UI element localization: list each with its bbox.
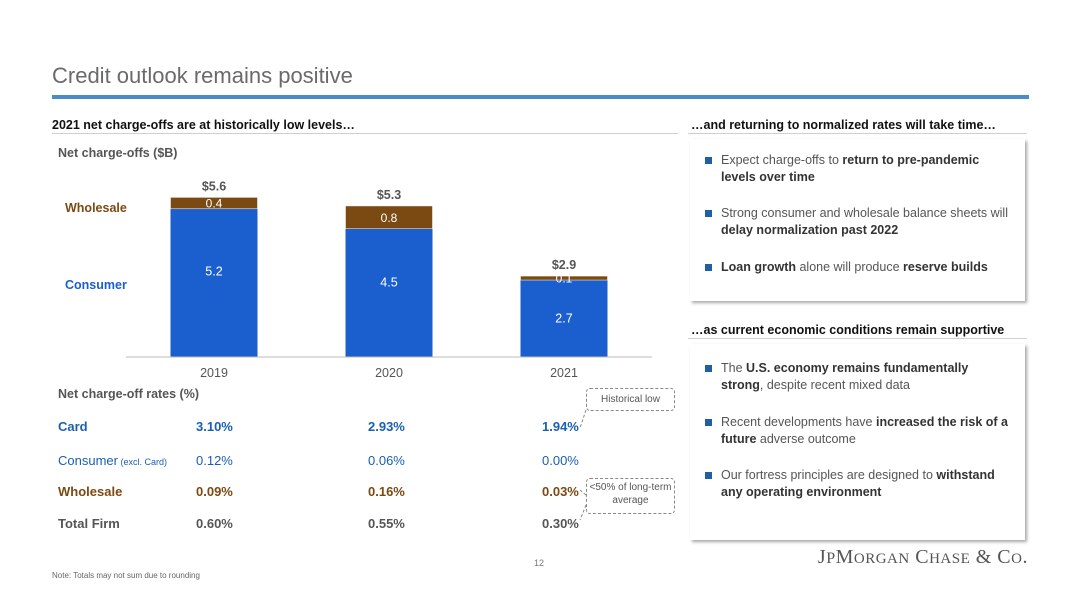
value-label-wholesale-2021: 0.1	[556, 272, 573, 286]
bullet-item: Our fortress principles are designed to …	[705, 467, 1011, 501]
bullet-square-icon	[705, 419, 712, 426]
legend-consumer: Consumer	[65, 278, 127, 292]
connector-total-lt	[579, 504, 587, 521]
right-heading-2-rule	[688, 338, 1027, 339]
jpmorgan-chase-logo: JPMORGAN CHASE & CO.	[817, 546, 1028, 568]
rate-label-wholesale: Wholesale	[58, 484, 122, 499]
bullet-text: The	[721, 361, 747, 375]
x-tick-2021: 2021	[550, 366, 578, 380]
bullet-item: The U.S. economy remains fundamentally s…	[705, 360, 1011, 394]
bar-wholesale-2021	[520, 275, 608, 281]
bullet-item: Strong consumer and wholesale balance sh…	[705, 205, 1011, 239]
value-label-consumer-2019: 5.2	[205, 264, 222, 278]
right-heading-1-rule	[688, 133, 1027, 134]
bullet-square-icon	[705, 365, 712, 372]
rate-value-consumer-2021: 0.00%	[542, 453, 579, 468]
rate-label-text: Wholesale	[58, 484, 123, 499]
bullet-item: Expect charge-offs to return to pre-pand…	[705, 152, 1011, 186]
rate-label-text: Total Firm	[58, 516, 120, 531]
x-tick-2019: 2019	[200, 366, 228, 380]
bullet-square-icon	[705, 472, 712, 479]
callout-connectors	[579, 409, 587, 521]
value-label-consumer-2020: 4.5	[380, 275, 397, 289]
conditions-card: The U.S. economy remains fundamentally s…	[690, 344, 1025, 540]
rate-value-consumer-2020: 0.06%	[368, 453, 405, 468]
rate-label-sub: (excl. Card)	[117, 457, 167, 467]
bullet-item: Recent developments have increased the r…	[705, 414, 1011, 448]
bullet-emphasis: reserve builds	[903, 260, 988, 274]
rate-value-total-firm-2021: 0.30%	[542, 516, 579, 531]
bullet-square-icon	[705, 157, 712, 164]
bullet-square-icon	[705, 210, 712, 217]
bullet-emphasis: increased the risk of a future	[721, 415, 1008, 446]
rate-value-wholesale-2020: 0.16%	[368, 484, 405, 499]
footnote: Note: Totals may not sum due to rounding	[52, 571, 200, 580]
connector-card-lt	[579, 489, 587, 496]
bullet-text: , despite recent mixed data	[759, 378, 910, 392]
rate-value-total-firm-2019: 0.60%	[196, 516, 233, 531]
rate-value-total-firm-2020: 0.55%	[368, 516, 405, 531]
rate-value-card-2021: 1.94%	[542, 419, 579, 434]
rates-title: Net charge-off rates (%)	[58, 387, 199, 401]
rate-value-wholesale-2019: 0.09%	[196, 484, 233, 499]
bullet-text: Expect charge-offs to	[721, 153, 843, 167]
total-label-2020: $5.3	[377, 188, 401, 202]
value-label-wholesale-2020: 0.8	[381, 211, 398, 225]
rate-value-card-2020: 2.93%	[368, 419, 405, 434]
rate-value-card-2019: 3.10%	[196, 419, 233, 434]
value-label-wholesale-2019: 0.4	[206, 197, 223, 211]
left-heading: 2021 net charge-offs are at historically…	[52, 118, 355, 132]
right-heading-1: …and returning to normalized rates will …	[691, 118, 996, 132]
bar-consumer-2021	[520, 280, 608, 357]
chart-title: Net charge-offs ($B)	[58, 146, 178, 160]
rate-label-card: Card	[58, 419, 88, 434]
net-charge-offs-chart: 5.2 0.4 $5.6 2019 4.5 0.8 $5.3 2020 2.7 0.1$2.9 20…	[65, 179, 652, 380]
bullet-text: adverse outcome	[756, 432, 856, 446]
bullet-emphasis: withstand any operating environment	[721, 468, 995, 499]
bullet-text: Strong consumer and wholesale balance sh…	[721, 206, 1008, 220]
x-tick-2020: 2020	[375, 366, 403, 380]
rate-label-total-firm: Total Firm	[58, 516, 120, 531]
value-label-consumer-2021: 2.7	[555, 311, 572, 325]
rate-value-wholesale-2021: 0.03%	[542, 484, 579, 499]
bullet-item: Loan growth alone will produce reserve b…	[705, 259, 1011, 276]
page-title: Credit outlook remains positive	[52, 63, 353, 88]
rate-label-text: Card	[58, 419, 88, 434]
total-label-2019: $5.6	[202, 179, 226, 193]
bullet-emphasis: U.S. economy remains fundamentally stron…	[721, 361, 969, 392]
callout-historical-low: Historical low	[586, 388, 675, 411]
bullet-emphasis: return to pre-pandemic levels over time	[721, 153, 980, 184]
connector-historical-low	[579, 409, 587, 429]
callout-long-term-average: <50% of long-term average	[586, 478, 675, 514]
legend-wholesale: Wholesale	[65, 201, 127, 215]
right-heading-2: …as current economic conditions remain s…	[691, 323, 1005, 337]
left-heading-rule	[52, 133, 678, 134]
bar-consumer-2020	[345, 228, 433, 357]
bar-wholesale-2020	[345, 205, 433, 229]
title-rule	[52, 95, 1029, 99]
bullet-square-icon	[705, 264, 712, 271]
bullet-text: Our fortress principles are designed to	[721, 468, 937, 482]
total-label-2021: $2.9	[552, 258, 576, 272]
rate-label-consumer: Consumer (excl. Card)	[58, 453, 167, 468]
rate-value-consumer-2019: 0.12%	[196, 453, 233, 468]
bullet-emphasis: delay normalization past 2022	[721, 223, 899, 237]
bullet-text: alone will produce	[796, 260, 904, 274]
bullet-emphasis: Loan growth	[721, 260, 796, 274]
bar-consumer-2019	[170, 208, 258, 357]
bullet-text: Recent developments have	[721, 415, 876, 429]
rate-label-text: Consumer	[58, 453, 118, 468]
page-number: 12	[534, 558, 545, 568]
outlook-card: Expect charge-offs to return to pre-pand…	[690, 139, 1025, 301]
bar-wholesale-2019	[170, 197, 258, 210]
